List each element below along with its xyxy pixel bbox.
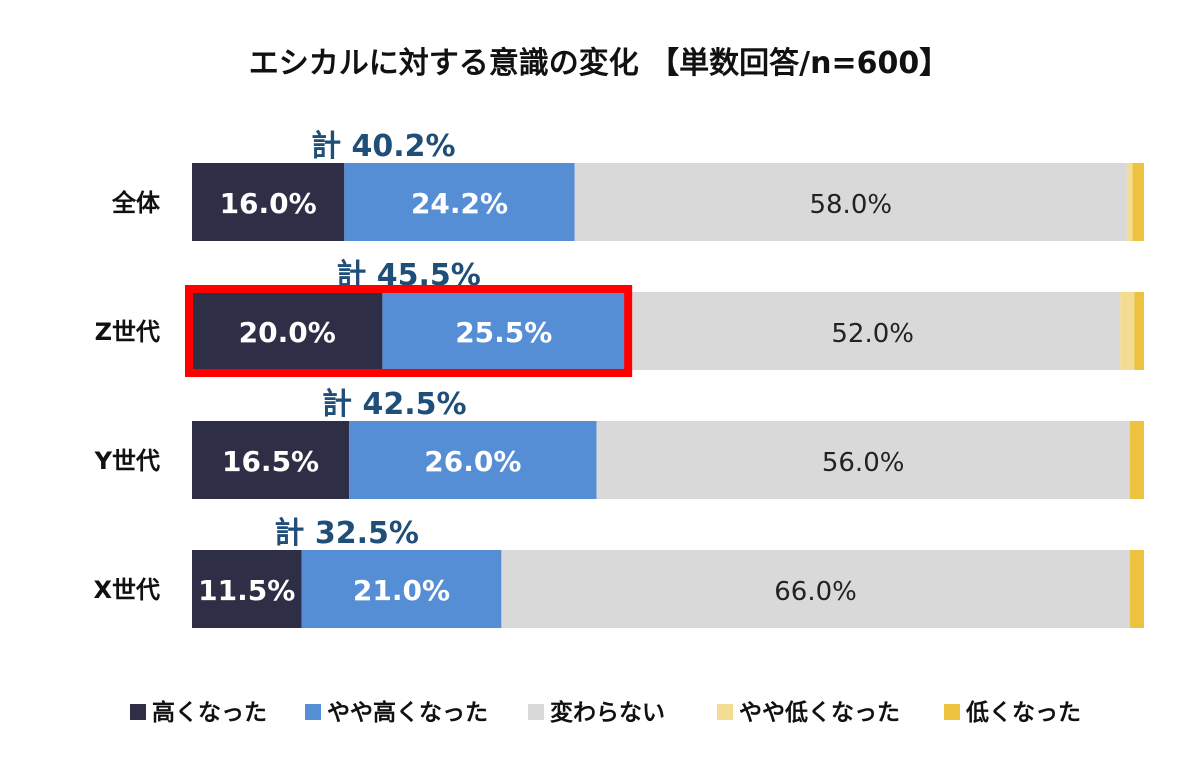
data-label: 58.0%	[809, 190, 892, 220]
bar-1-全体	[344, 163, 575, 241]
bar-2-Z世代	[625, 292, 1121, 370]
data-label: 25.5%	[455, 316, 552, 349]
total-label: 計 32.5%	[274, 516, 419, 551]
data-label: 26.0%	[424, 445, 521, 478]
data-label: 52.0%	[831, 319, 914, 349]
bar-0-全体	[192, 163, 345, 241]
data-label: 20.0%	[239, 316, 336, 349]
legend-swatch-0	[130, 704, 146, 720]
legend-label-3: やや低くなった	[739, 700, 900, 726]
bar-2-全体	[574, 163, 1127, 241]
category-label: Y世代	[94, 447, 160, 475]
total-label: 計 40.2%	[311, 129, 456, 164]
data-label: 21.0%	[353, 574, 450, 607]
chart-title: エシカルに対する意識の変化 【単数回答/n=600】	[248, 46, 950, 81]
data-label: 66.0%	[774, 577, 857, 607]
category-label: Z世代	[95, 318, 160, 346]
legend-label-1: やや高くなった	[327, 699, 488, 726]
category-label: X世代	[93, 576, 160, 604]
bar-1-X世代	[301, 550, 502, 628]
total-label: 計 42.5%	[322, 387, 467, 422]
data-label: 16.0%	[220, 187, 317, 220]
legend-swatch-1	[305, 704, 321, 720]
bar-0-X世代	[192, 550, 302, 628]
data-label: 16.5%	[222, 445, 319, 478]
bar-4-Z世代	[1134, 292, 1144, 370]
category-label: 全体	[111, 189, 161, 217]
bar-1-Y世代	[349, 421, 597, 499]
bar-0-Y世代	[192, 421, 350, 499]
data-label: 56.0%	[822, 448, 905, 478]
legend-swatch-2	[528, 704, 544, 720]
bar-4-全体	[1132, 163, 1144, 241]
bar-4-Y世代	[1129, 421, 1144, 499]
bar-2-Y世代	[596, 421, 1130, 499]
bar-3-Z世代	[1120, 292, 1135, 370]
legend-label-4: 低くなった	[965, 700, 1081, 726]
legend-label-2: 変わらない	[550, 699, 665, 726]
data-label: 24.2%	[411, 187, 508, 220]
legend-swatch-3	[717, 704, 733, 720]
bar-0-Z世代	[192, 292, 383, 370]
bar-2-X世代	[501, 550, 1130, 628]
highlight-box	[185, 285, 633, 377]
bar-4-X世代	[1129, 550, 1144, 628]
bar-1-Z世代	[382, 292, 626, 370]
legend-swatch-4	[944, 704, 960, 720]
data-label: 11.5%	[198, 574, 295, 607]
legend-label-0: 高くなった	[152, 699, 267, 726]
bar-3-全体	[1126, 163, 1133, 241]
